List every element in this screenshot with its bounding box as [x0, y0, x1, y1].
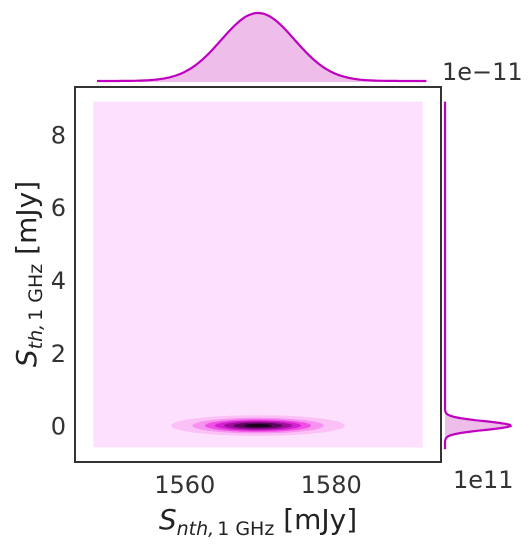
- kde-contour-group: [171, 415, 345, 436]
- kde-background-level: [93, 101, 423, 448]
- right-marginal-kde: [443, 101, 513, 450]
- joint-kde-plot-area: [74, 86, 442, 463]
- y-tick-label: 0: [51, 413, 66, 441]
- top-marginal-kde: [97, 11, 427, 83]
- top-marginal-fill: [97, 13, 427, 82]
- x-tick-label: 1560: [154, 471, 215, 499]
- y-tick-label: 2: [51, 340, 66, 368]
- y-tick-label: 4: [51, 267, 66, 295]
- y-offset-text: 1e−11: [442, 58, 523, 86]
- right-marginal-line: [443, 101, 513, 450]
- top-marginal-line: [97, 11, 427, 83]
- right-marginal-offset-text: 1e11: [453, 466, 514, 494]
- y-tick-label: 8: [51, 121, 66, 149]
- right-marginal-fill: [445, 101, 511, 450]
- x-tick-label: 1580: [301, 471, 362, 499]
- joint-plot-frame: [74, 86, 442, 463]
- x-axis-ticks: 1560 1580: [154, 471, 361, 499]
- y-tick-label: 6: [51, 194, 66, 222]
- x-axis-label: Snth, 1 GHz [mJy]: [159, 503, 357, 540]
- y-axis-ticks: 0 2 4 6 8: [51, 121, 66, 440]
- y-axis-label: Sth,1 GHz [mJy]: [10, 181, 47, 367]
- kde-contour-level: [244, 423, 272, 428]
